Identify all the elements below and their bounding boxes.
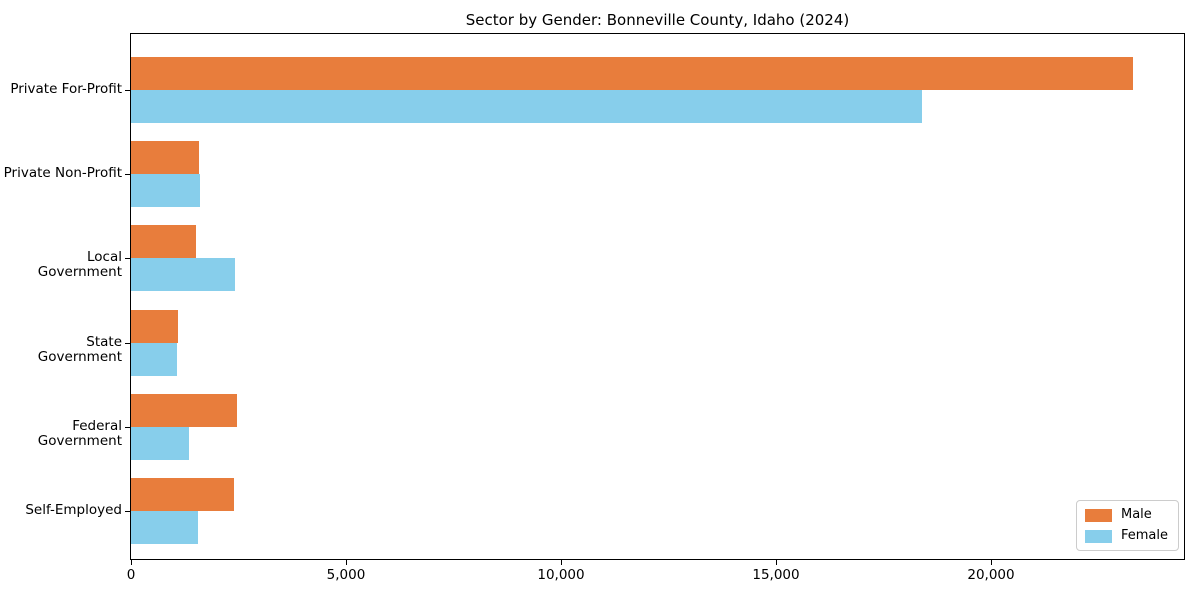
- chart-title: Sector by Gender: Bonneville County, Ida…: [465, 11, 850, 29]
- y-tick-mark: [125, 258, 130, 260]
- legend-label: Female: [1120, 528, 1168, 543]
- bar-female-local-government: [131, 258, 235, 292]
- x-tick-label: 10,000: [537, 567, 585, 583]
- x-tick-label: 5,000: [326, 567, 366, 583]
- y-tick-mark: [125, 90, 130, 91]
- category-label: Self-Employed: [25, 502, 122, 518]
- bar-female-self-employed: [131, 511, 198, 544]
- legend-swatch-male: [1084, 508, 1112, 522]
- legend-item-male: Male: [1084, 507, 1168, 522]
- y-tick-mark: [125, 342, 130, 344]
- bar-male-federal-government: [131, 393, 237, 427]
- category-label: Private Non-Profit: [3, 165, 122, 182]
- x-tick-label: 20,000: [967, 567, 1015, 583]
- y-tick-mark: [125, 511, 130, 512]
- bar-male-local-government: [131, 225, 196, 259]
- category-label: Private For-Profit: [10, 81, 122, 97]
- bar-male-private-for-profit: [131, 57, 1133, 90]
- category-label: Local Government: [37, 249, 122, 281]
- category-label: State Government: [37, 333, 122, 365]
- y-tick-mark: [125, 426, 130, 428]
- plot-area: Male Female: [130, 33, 1185, 560]
- bar-female-state-government: [131, 342, 177, 376]
- x-tick-mark: [131, 560, 132, 565]
- bar-male-self-employed: [131, 478, 234, 511]
- x-tick-label: 15,000: [752, 567, 800, 583]
- bar-male-state-government: [131, 309, 178, 343]
- legend-swatch-female: [1084, 529, 1112, 543]
- y-tick-mark: [125, 174, 130, 176]
- legend-item-female: Female: [1084, 528, 1168, 543]
- x-tick-mark: [561, 560, 562, 565]
- x-tick-mark: [991, 560, 992, 565]
- bar-male-private-non-profit: [131, 141, 199, 175]
- legend: Male Female: [1075, 500, 1179, 551]
- x-tick-label: 0: [126, 567, 136, 583]
- bar-female-private-non-profit: [131, 174, 200, 208]
- x-tick-mark: [776, 560, 777, 565]
- x-tick-mark: [346, 560, 347, 565]
- legend-label: Male: [1120, 507, 1152, 522]
- bar-female-private-for-profit: [131, 90, 922, 123]
- bar-female-federal-government: [131, 426, 189, 460]
- category-label: Federal Government: [37, 417, 122, 449]
